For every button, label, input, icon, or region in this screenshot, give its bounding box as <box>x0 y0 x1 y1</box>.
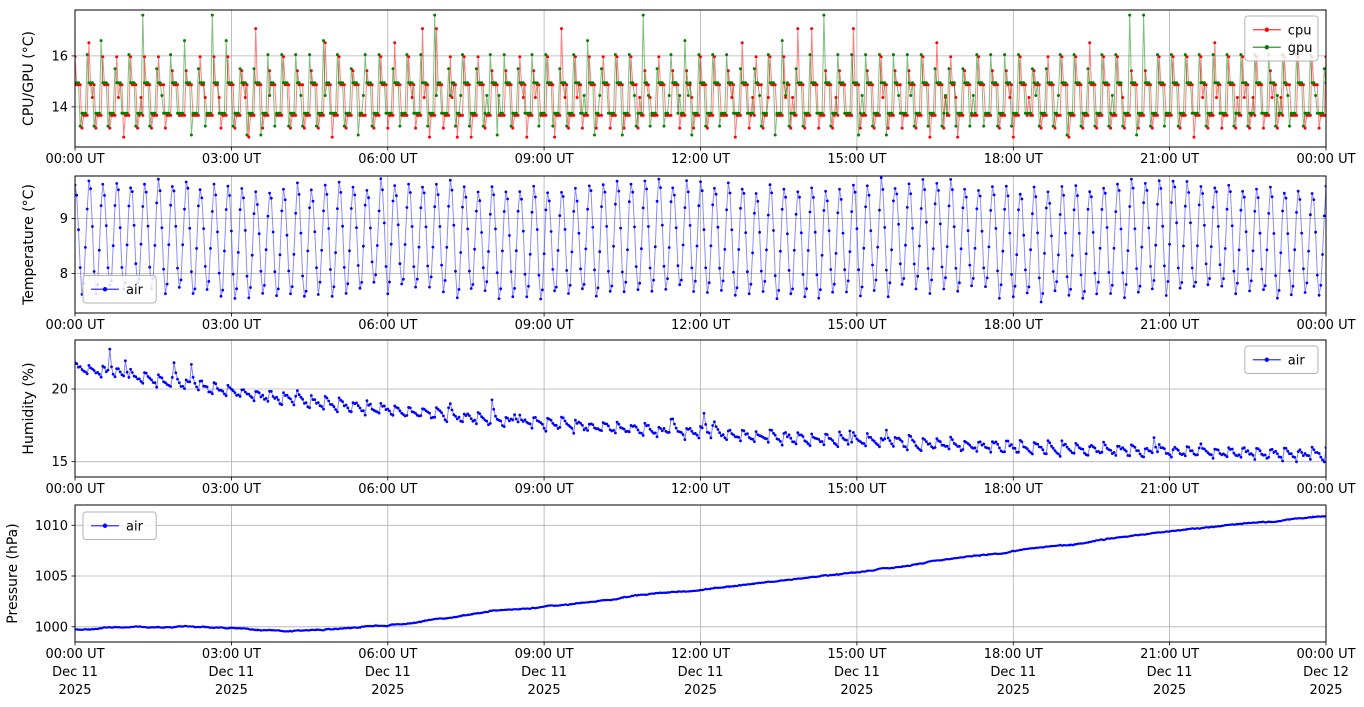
x-tick-label: 12:00 UT <box>671 647 730 662</box>
legend-marker-sample <box>102 523 108 528</box>
x-tick-label: 21:00 UT <box>1140 482 1199 497</box>
x-tick-year: 2025 <box>1153 683 1186 698</box>
x-tick-label: 03:00 UT <box>202 647 261 662</box>
x-tick-label: 12:00 UT <box>671 318 730 333</box>
x-tick-label: 00:00 UT <box>45 318 104 333</box>
x-tick-label: 09:00 UT <box>515 318 574 333</box>
x-tick-label: 06:00 UT <box>358 152 417 167</box>
x-tick-label: 12:00 UT <box>671 482 730 497</box>
x-tick-date: Dec 11 <box>208 665 254 680</box>
x-tick-label: 00:00 UT <box>1296 318 1355 333</box>
y-tick-label: 9 <box>60 212 68 227</box>
x-tick-date: Dec 12 <box>1303 665 1349 680</box>
x-tick-date: Dec 11 <box>834 665 880 680</box>
series-markers-air-temperature <box>75 176 1326 304</box>
x-tick-label: 15:00 UT <box>827 152 886 167</box>
x-tick-label: 15:00 UT <box>827 318 886 333</box>
x-tick-label: 18:00 UT <box>984 647 1043 662</box>
series-markers-gpu-cpu-gpu <box>75 13 1326 137</box>
series-markers-air-pressure <box>75 515 1326 633</box>
x-tick-label: 03:00 UT <box>202 482 261 497</box>
x-tick-label: 18:00 UT <box>984 152 1043 167</box>
x-tick-year: 2025 <box>215 683 248 698</box>
y-tick-label: 1000 <box>35 620 68 635</box>
legend-label: air <box>126 519 144 534</box>
legend-label: air <box>1288 353 1306 368</box>
y-tick-label: 16 <box>51 49 68 64</box>
x-tick-year: 2025 <box>371 683 404 698</box>
x-tick-year: 2025 <box>840 683 873 698</box>
x-tick-year: 2025 <box>1309 683 1342 698</box>
x-tick-date: Dec 11 <box>1147 665 1193 680</box>
legend-marker-sample <box>1264 357 1270 362</box>
x-tick-label: 18:00 UT <box>984 482 1043 497</box>
x-tick-date: Dec 11 <box>52 665 98 680</box>
x-tick-date: Dec 11 <box>990 665 1036 680</box>
x-tick-date: Dec 11 <box>521 665 567 680</box>
y-tick-label: 1010 <box>35 519 68 534</box>
x-tick-label: 15:00 UT <box>827 647 886 662</box>
legend-label: cpu <box>1288 23 1312 38</box>
legend-box <box>82 275 157 304</box>
x-tick-label: 00:00 UT <box>1296 482 1355 497</box>
x-tick-label: 18:00 UT <box>984 318 1043 333</box>
x-tick-label: 06:00 UT <box>358 482 417 497</box>
legend-box <box>1244 345 1319 374</box>
y-tick-label: 15 <box>51 455 68 470</box>
x-tick-label: 21:00 UT <box>1140 647 1199 662</box>
x-tick-date: Dec 11 <box>678 665 724 680</box>
y-axis-label-temperature: Temperature (°C) <box>21 184 37 306</box>
x-tick-label: 00:00 UT <box>45 152 104 167</box>
x-tick-label: 15:00 UT <box>827 482 886 497</box>
x-tick-year: 2025 <box>997 683 1030 698</box>
legend-temperature: air <box>82 275 157 304</box>
x-tick-label: 09:00 UT <box>515 152 574 167</box>
x-tick-label: 00:00 UT <box>45 482 104 497</box>
x-tick-label: 21:00 UT <box>1140 318 1199 333</box>
x-tick-label: 21:00 UT <box>1140 152 1199 167</box>
series-markers-air-humidity <box>75 347 1326 464</box>
x-tick-label: 00:00 UT <box>1296 152 1355 167</box>
x-tick-label: 00:00 UT <box>45 647 104 662</box>
y-axis-label-cpu-gpu: CPU/GPU (°C) <box>21 31 37 126</box>
legend-cpu-gpu: cpu gpu <box>1244 15 1319 62</box>
legend-marker-sample <box>102 287 108 292</box>
x-tick-year: 2025 <box>58 683 91 698</box>
y-tick-label: 20 <box>51 383 68 398</box>
x-tick-label: 00:00 UT <box>1296 647 1355 662</box>
panel-pressure: 00:00 UT Dec 11 2025 03:00 UT Dec 11 2025 06:0… <box>5 504 1356 698</box>
y-tick-label: 14 <box>51 100 68 115</box>
x-tick-label: 03:00 UT <box>202 318 261 333</box>
x-tick-label: 09:00 UT <box>515 482 574 497</box>
legend-marker-sample <box>1264 27 1270 32</box>
y-tick-label: 8 <box>60 267 68 282</box>
x-tick-year: 2025 <box>528 683 561 698</box>
x-tick-label: 06:00 UT <box>358 318 417 333</box>
legend-label: gpu <box>1288 41 1313 56</box>
legend-pressure: air <box>82 511 157 540</box>
legend-box <box>1244 15 1319 62</box>
x-tick-label: 09:00 UT <box>515 647 574 662</box>
x-tick-label: 06:00 UT <box>358 647 417 662</box>
y-axis-label-pressure: Pressure (hPa) <box>5 523 21 623</box>
legend-label: air <box>126 283 144 298</box>
x-tick-label: 12:00 UT <box>671 152 730 167</box>
panel-humidity: 00:00 UT 03:00 UT 06:00 UT 09:00 UT 12:00 UT… <box>21 339 1356 497</box>
y-axis-label-humidity: Humidity (%) <box>21 362 37 454</box>
legend-marker-sample <box>1264 45 1270 50</box>
panel-cpu-gpu: 00:00 UT 03:00 UT 06:00 UT 09:00 UT 12:00 UT… <box>21 9 1356 167</box>
legend-box <box>82 511 157 540</box>
y-tick-label: 1005 <box>35 570 68 585</box>
x-tick-date: Dec 11 <box>365 665 411 680</box>
panel-temperature: 00:00 UT 03:00 UT 06:00 UT 09:00 UT 12:00 UT… <box>21 175 1356 333</box>
legend-humidity: air <box>1244 345 1319 374</box>
x-tick-year: 2025 <box>684 683 717 698</box>
x-tick-label: 03:00 UT <box>202 152 261 167</box>
